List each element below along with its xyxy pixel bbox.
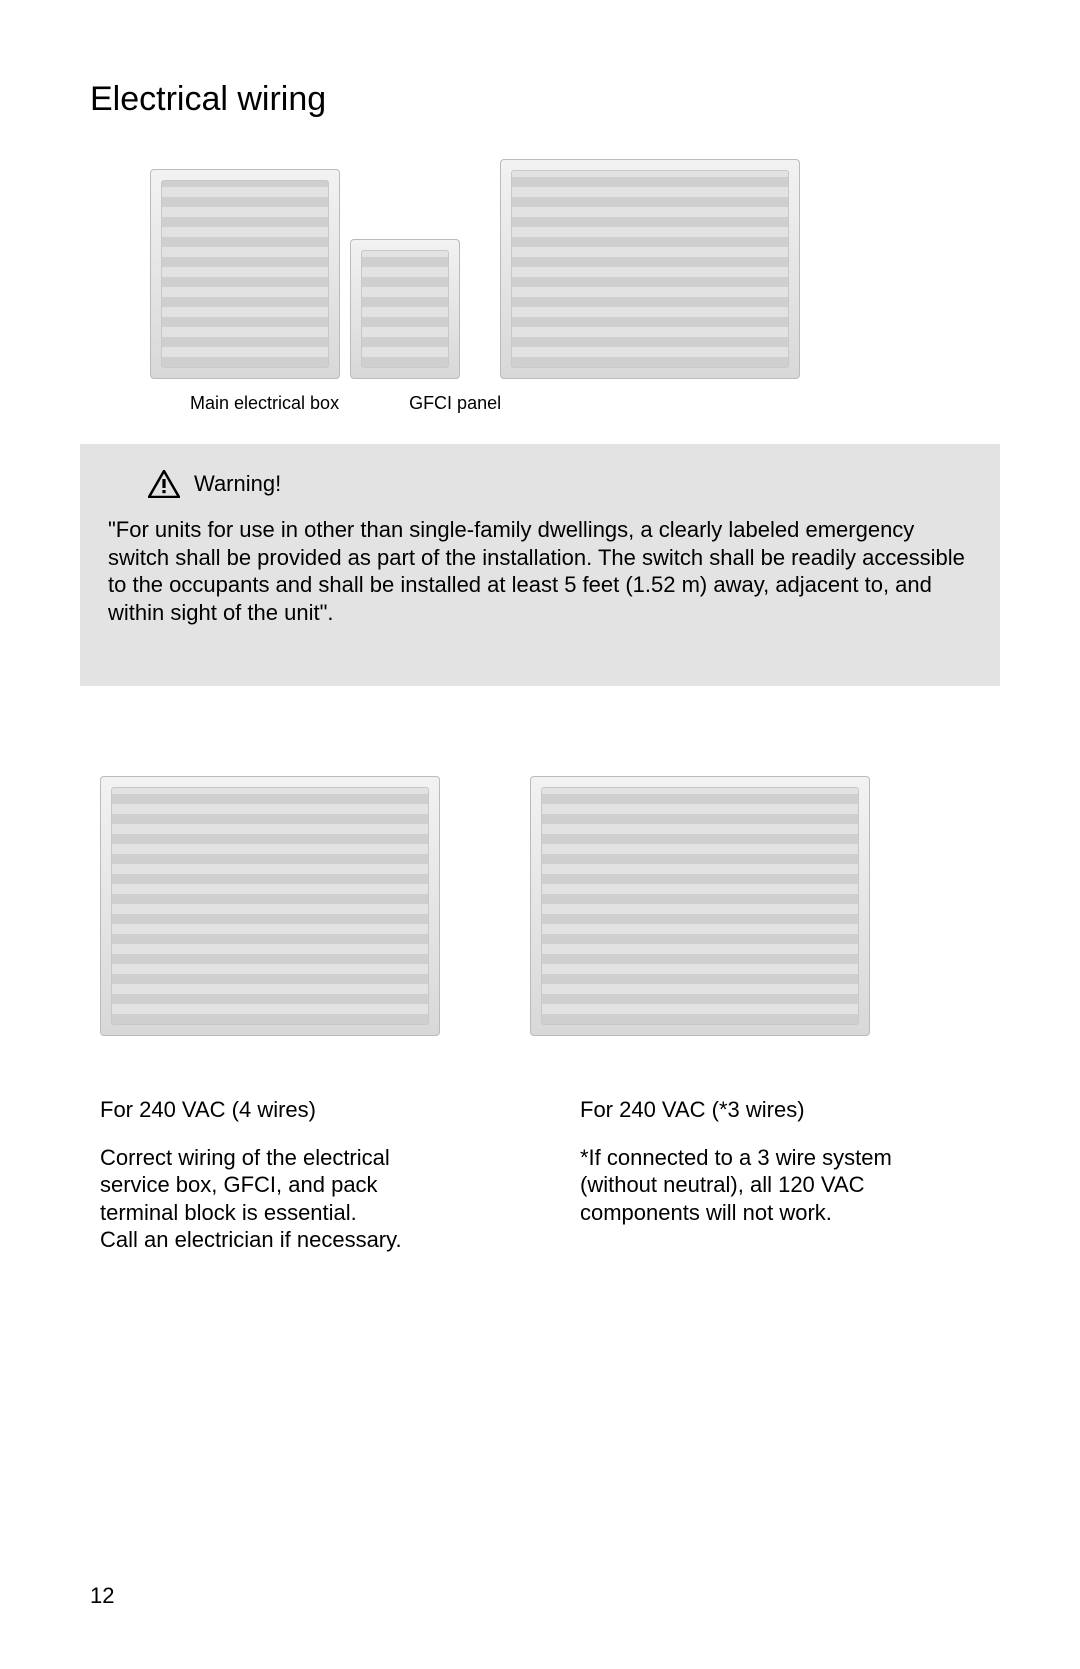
figure-captions: Main electrical box GFCI panel xyxy=(190,393,990,414)
main-electrical-box-illustration xyxy=(150,169,340,379)
right-heading: For 240 VAC (*3 wires) xyxy=(580,1096,940,1124)
electrical-box-figure xyxy=(150,159,460,379)
caption-gfci-panel: GFCI panel xyxy=(409,393,501,414)
bottom-figure-row xyxy=(100,776,990,1036)
page: Electrical wiring Main electrical box GF… xyxy=(0,0,1080,1669)
left-body: Correct wiring of the electrical service… xyxy=(100,1144,460,1254)
warning-label: Warning! xyxy=(194,471,281,497)
right-body: *If connected to a 3 wire system (withou… xyxy=(580,1144,940,1227)
left-column: For 240 VAC (4 wires) Correct wiring of … xyxy=(100,1096,460,1254)
page-number: 12 xyxy=(90,1583,114,1609)
warning-icon xyxy=(148,470,180,498)
warning-header: Warning! xyxy=(148,470,972,498)
warning-box: Warning! "For units for use in other tha… xyxy=(80,444,1000,686)
top-figure-row xyxy=(150,159,990,379)
left-heading: For 240 VAC (4 wires) xyxy=(100,1096,460,1124)
warning-body: "For units for use in other than single-… xyxy=(108,516,972,626)
service-box-4wire-illustration xyxy=(100,776,440,1036)
bottom-text-row: For 240 VAC (4 wires) Correct wiring of … xyxy=(100,1096,990,1254)
breaker-closeup-illustration xyxy=(500,159,800,379)
page-title: Electrical wiring xyxy=(90,80,990,119)
gfci-panel-illustration xyxy=(350,239,460,379)
caption-main-box: Main electrical box xyxy=(190,393,339,414)
right-column: For 240 VAC (*3 wires) *If connected to … xyxy=(580,1096,940,1254)
service-box-3wire-illustration xyxy=(530,776,870,1036)
